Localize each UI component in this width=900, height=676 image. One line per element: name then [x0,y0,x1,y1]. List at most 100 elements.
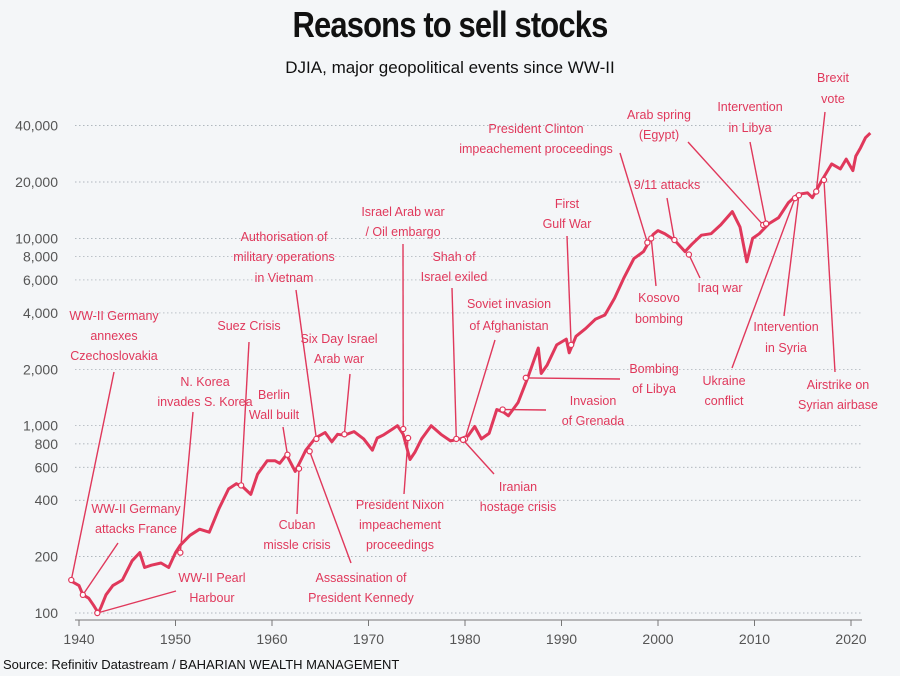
annotation-leader [619,152,649,243]
event-marker [306,448,313,455]
annotation-label: Iraq war [697,281,742,295]
annotation-label: Airstrike on [807,378,870,392]
event-marker [94,609,101,617]
y-tick-label: 400 [35,492,59,508]
event-marker [341,431,348,438]
annotation-label: military operations [233,250,334,264]
annotation-leader [82,542,119,596]
event-marker [400,425,407,433]
event-marker [295,465,303,472]
annotation-label: Bombing [629,362,678,376]
event-marker [237,482,245,489]
annotation-leader-lines [70,111,836,614]
chart-title: Reasons to sell stocks [292,4,609,45]
event-marker [284,451,291,458]
x-tick-label: 2000 [642,631,673,647]
annotation-label: Shah of [432,250,476,264]
y-tick-label: 6,000 [23,272,58,288]
annotation-label: WW-II Germany [69,309,159,323]
annotation-label: impeachement proceedings [459,142,613,156]
annotation-label: of Grenada [562,414,625,428]
annotation-leader [650,238,657,287]
annotation-label: Six Day Israel [300,332,377,346]
annotation-label: Israel exiled [421,270,488,284]
annotation-label: Assassination of [315,571,407,585]
event-marker [499,406,506,413]
y-tick-label: 4,000 [23,305,58,321]
annotation-leader [179,411,194,553]
y-tick-label: 40,000 [15,118,58,134]
annotation-label: Harbour [189,591,234,605]
annotation-label: conflict [705,394,744,408]
annotation-label: Gulf War [543,217,592,231]
annotation-label: of Libya [632,382,676,396]
annotation-label: missle crisis [263,538,330,552]
annotation-label: Ukraine [702,374,745,388]
annotation-label: Intervention [753,320,818,334]
grid-layer [75,125,862,614]
annotation-leader [240,341,250,486]
annotation-label: vote [821,92,845,106]
annotation-label: Suez Crisis [217,319,280,333]
annotation-label: / Oil embargo [365,225,440,239]
x-tick-label: 1980 [449,631,480,647]
annotation-label: Arab spring [627,108,691,122]
annotation-leader [308,451,352,564]
annotation-leader [97,590,177,614]
event-marker [522,374,529,382]
annotation-label: Invasion [570,394,617,408]
annotation-leader [296,468,300,515]
annotation-leader [566,235,572,345]
event-marker [79,591,87,599]
annotation-label: hostage crisis [480,500,556,514]
annotation-label: Israel Arab war [361,205,444,219]
annotation-label: (Egypt) [639,128,679,142]
event-marker [820,176,828,184]
annotation-leader [687,141,764,226]
event-marker [685,251,693,258]
djia-series-line [68,132,872,615]
annotation-leader [462,439,495,475]
event-marker [644,239,651,246]
y-tick-label: 20,000 [15,174,58,190]
annotation-leader [295,289,318,440]
annotation-label: First [555,197,580,211]
x-tick-label: 1950 [160,631,191,647]
annotation-label: Intervention [717,100,782,114]
event-marker [313,435,320,443]
annotation-label: President Clinton [488,122,583,136]
y-tick-label: 2,000 [23,361,58,377]
event-marker [567,341,575,349]
x-tick-label: 1970 [353,631,384,647]
annotation-leader [464,339,496,440]
annotation-label: proceedings [366,538,434,552]
annotation-label: in Syria [765,341,807,355]
event-marker [795,192,803,199]
chart-subtitle: DJIA, major geopolitical events since WW… [285,58,615,77]
annotation-label: Authorisation of [241,230,328,244]
y-tick-label: 10,000 [15,230,58,246]
annotation-label: President Kennedy [308,591,414,605]
y-tick-label: 600 [35,459,59,475]
x-tick-label: 2010 [739,631,770,647]
x-tick-label: 1960 [256,631,287,647]
x-tick-label: 1940 [63,631,94,647]
annotation-label: Czechoslovakia [70,349,158,363]
annotation-label: impeachement [359,518,442,532]
annotation-leader [282,426,289,455]
annotation-label: Iranian [499,480,537,494]
annotation-label: Cuban [279,518,316,532]
annotation-label: Kosovo [638,291,680,305]
x-axis: 1940 1950 1960 1970 1980 1990 2000 2010 2020 [63,620,867,647]
annotation-leader [525,377,621,380]
event-markers [68,176,828,617]
event-marker [648,235,655,242]
annotation-label: bombing [635,312,683,326]
event-marker [68,576,75,584]
y-tick-label: 1,000 [23,418,58,434]
annotation-leader [731,197,796,369]
annotation-label: invades S. Korea [157,395,252,409]
annotation-leader [70,371,115,581]
y-axis: 100 200 400 600 800 1,000 2,000 4,000 6,000 8,000… [15,118,58,621]
annotation-label: Soviet invasion [467,297,551,311]
